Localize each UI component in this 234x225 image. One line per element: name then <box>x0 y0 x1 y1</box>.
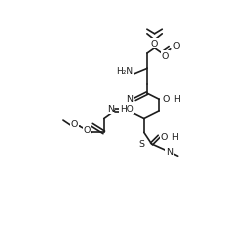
Text: N: N <box>166 147 173 156</box>
Text: O: O <box>161 133 168 142</box>
Text: O: O <box>161 52 169 61</box>
Text: O: O <box>172 42 180 51</box>
Text: O: O <box>162 94 170 104</box>
Text: H₂N: H₂N <box>116 66 133 75</box>
Text: S: S <box>139 139 144 148</box>
Text: O: O <box>71 119 78 128</box>
Text: O: O <box>83 125 91 134</box>
Text: O: O <box>151 39 158 48</box>
Text: N: N <box>126 94 133 104</box>
Text: H: H <box>173 94 180 104</box>
Text: H: H <box>172 133 178 142</box>
Text: HO: HO <box>120 105 134 113</box>
Text: N: N <box>107 105 114 113</box>
